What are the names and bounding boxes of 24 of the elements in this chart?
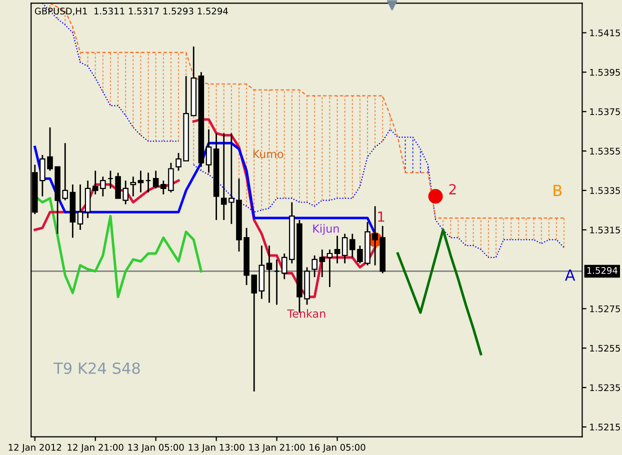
annotation: 1 — [378, 212, 384, 222]
x-tick-label: 16 Jan 05:00 — [310, 444, 366, 452]
x-tick-label: 12 Jan 2012 — [8, 444, 62, 452]
ref-line-label: 1.5294 — [587, 267, 618, 274]
y-tick-label: 1.5415 — [590, 30, 620, 36]
y-tick-label: 1.5375 — [590, 108, 620, 116]
x-tick-label: 13 Jan 05:00 — [128, 444, 184, 452]
annotation: B — [554, 184, 562, 196]
y-tick-label: 1.5395 — [590, 68, 620, 76]
annotation: 2 — [449, 184, 456, 194]
y-tick-label: 1.5255 — [590, 344, 620, 352]
annotation: Kijun — [313, 224, 339, 235]
y-tick-label: 1.5335 — [590, 187, 620, 194]
x-tick-label: 13 Jan 13:00 — [188, 444, 244, 452]
y-tick-label: 1.5355 — [590, 148, 620, 155]
y-tick-label: 1.5215 — [590, 424, 620, 431]
annotation: T9 K24 S48 — [54, 362, 140, 374]
annotation: A — [564, 269, 576, 281]
annotation: Tenkan — [287, 309, 326, 318]
y-tick-label: 1.5235 — [590, 384, 620, 392]
y-tick-label: 1.5275 — [590, 305, 620, 312]
x-tick-label: 12 Jan 21:00 — [68, 444, 124, 452]
x-tick-label: 13 Jan 21:00 — [249, 444, 305, 452]
y-tick-label: 1.5315 — [590, 226, 620, 234]
